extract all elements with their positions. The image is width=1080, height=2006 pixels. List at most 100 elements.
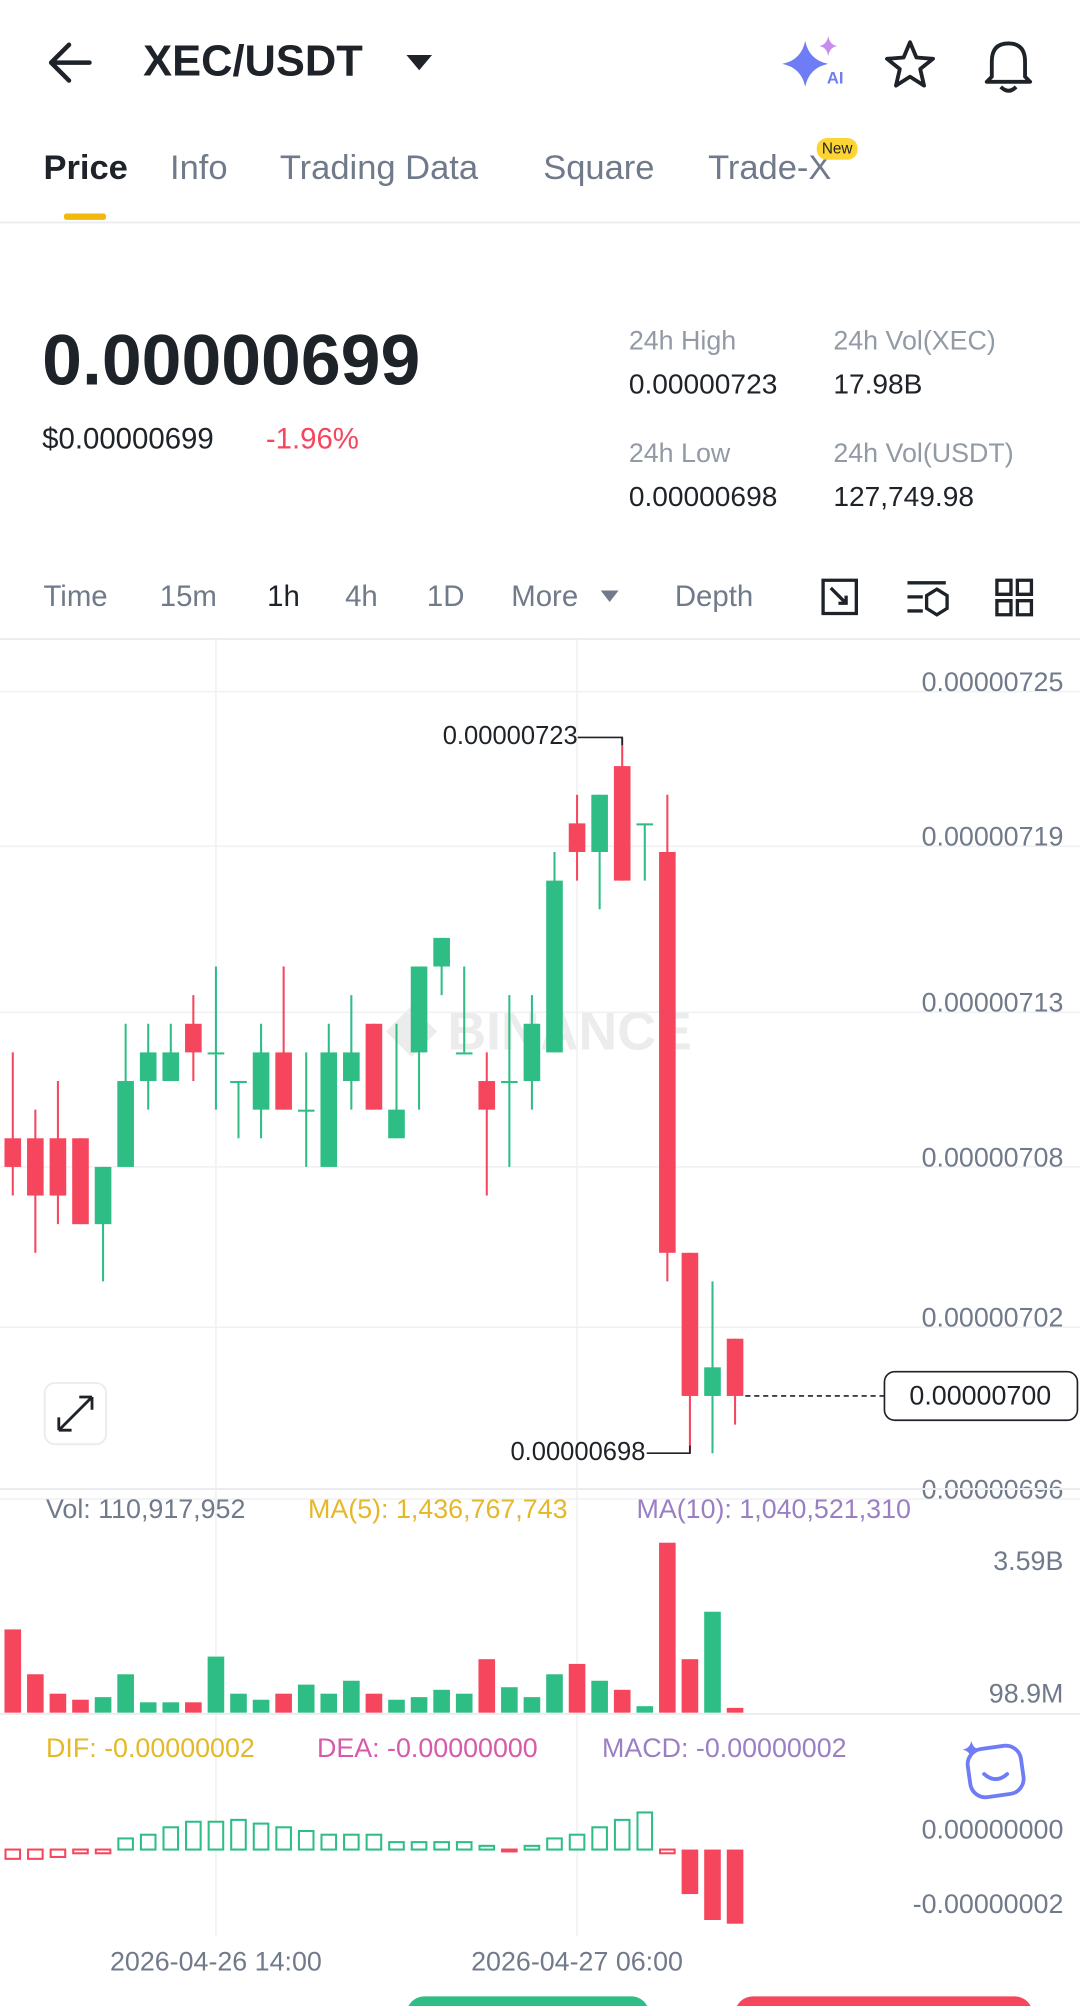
dif-legend: DIF: -0.00000002 (46, 1733, 255, 1763)
pair-title[interactable]: XEC/USDT (143, 37, 363, 85)
candle-body (4, 1138, 22, 1167)
tab[interactable]: Price (43, 149, 127, 187)
macd-bar (252, 1822, 270, 1851)
y-tick-label: -0.00000002 (913, 1889, 1064, 1919)
ai-button[interactable]: AI (782, 35, 844, 88)
interval-tab[interactable]: 4h (345, 580, 378, 613)
volume-bar (433, 1689, 450, 1713)
volume-bar (4, 1629, 22, 1713)
interval-tab[interactable]: Time (43, 580, 107, 613)
active-tab-indicator (63, 213, 107, 220)
candle-body (94, 1166, 112, 1225)
price-change: -1.96% (266, 423, 359, 456)
sell-button[interactable] (735, 1996, 1033, 2006)
candle-body (659, 851, 676, 1253)
macd-bar (501, 1848, 518, 1853)
interval-tab[interactable]: 15m (160, 580, 217, 613)
volume-bar (320, 1693, 338, 1713)
volume-bar (27, 1674, 44, 1713)
macd-bar (94, 1848, 112, 1855)
ma5-legend: MA(5): 1,436,767,743 (308, 1494, 568, 1524)
buy-button[interactable] (406, 1996, 649, 2006)
tab[interactable]: Info (170, 149, 228, 187)
indicator-button[interactable] (907, 581, 949, 617)
candle-body (568, 823, 586, 852)
low-label: 0.00000698 (510, 1438, 645, 1466)
candle-body (704, 1367, 721, 1396)
volume-bar (343, 1680, 360, 1713)
macd-bar (681, 1849, 699, 1895)
candle-body (117, 1081, 134, 1167)
candle-body (27, 1138, 44, 1196)
macd-bar (365, 1833, 383, 1851)
interval-tab[interactable]: More (511, 580, 578, 613)
candle-body (320, 1052, 338, 1167)
macd-bar (275, 1826, 292, 1851)
macd-bar (297, 1829, 315, 1851)
candle-body (252, 1052, 270, 1110)
volume-bar (139, 1702, 157, 1713)
x-tick-label: 2026-04-26 14:00 (110, 1946, 322, 1976)
volume-bar (568, 1663, 586, 1713)
tab[interactable]: Trading Data (280, 149, 479, 187)
macd-bar (455, 1841, 473, 1851)
chart-tools (821, 578, 1034, 617)
macd-bar (27, 1848, 44, 1860)
macd-bar (388, 1841, 405, 1851)
volume-bar (410, 1697, 428, 1713)
tab[interactable]: Square (543, 149, 654, 187)
y-tick-label: 0.00000708 (922, 1142, 1064, 1172)
candle-body (591, 794, 608, 852)
alert-button[interactable] (984, 41, 1033, 93)
volume-bar (297, 1684, 315, 1713)
candle-body (49, 1138, 67, 1196)
candle-body (523, 1023, 541, 1082)
volume-bar (365, 1693, 383, 1713)
back-button[interactable] (48, 42, 92, 83)
candle-body (162, 1052, 180, 1082)
stat-value: 17.98B (833, 368, 922, 399)
new-badge-bg (816, 138, 858, 160)
macd-legend: MACD: -0.00000002 (602, 1733, 847, 1763)
volume-bar (207, 1656, 225, 1713)
last-price: 0.00000699 (42, 320, 420, 400)
layout-button[interactable] (995, 578, 1034, 617)
stat-value: 0.00000723 (629, 368, 778, 399)
more-dropdown[interactable] (600, 590, 619, 602)
fullscreen-button[interactable] (821, 578, 858, 616)
macd-bar (185, 1820, 202, 1851)
candle-body (139, 1052, 157, 1082)
volume-bar (185, 1702, 202, 1713)
candle-body (185, 1023, 202, 1053)
new-badge: New (822, 141, 854, 158)
volume-bar (94, 1697, 112, 1713)
favorite-button[interactable] (885, 40, 935, 88)
stat-value: 127,749.98 (833, 481, 974, 512)
macd-bar (523, 1844, 541, 1851)
candle-body (636, 823, 654, 826)
ma10-legend: MA(10): 1,040,521,310 (636, 1494, 910, 1524)
macd-bar (343, 1833, 360, 1851)
depth-tab[interactable]: Depth (675, 580, 753, 613)
usd-price: $0.00000699 (42, 423, 214, 456)
candle-body (297, 1109, 315, 1112)
candle-body (365, 1023, 383, 1110)
macd-bar (546, 1837, 563, 1851)
macd-bar (613, 1818, 631, 1851)
assistant-button[interactable] (962, 1740, 1026, 1800)
pair-dropdown[interactable] (406, 54, 432, 71)
dea-legend: DEA: -0.00000000 (317, 1733, 538, 1763)
y-tick-label: 0.00000702 (922, 1303, 1064, 1333)
volume-bar (117, 1674, 134, 1713)
interval-tab[interactable]: 1D (427, 580, 465, 613)
candle-body (478, 1081, 496, 1110)
volume-bar (726, 1707, 744, 1713)
tab[interactable]: Trade-X (708, 149, 831, 187)
candle-body (455, 1052, 473, 1055)
watermark: BINANCE (447, 1001, 692, 1061)
interval-tab[interactable]: 1h (267, 580, 300, 613)
macd-bar (320, 1833, 338, 1851)
volume-bar (704, 1611, 721, 1713)
volume-bar (72, 1699, 89, 1713)
